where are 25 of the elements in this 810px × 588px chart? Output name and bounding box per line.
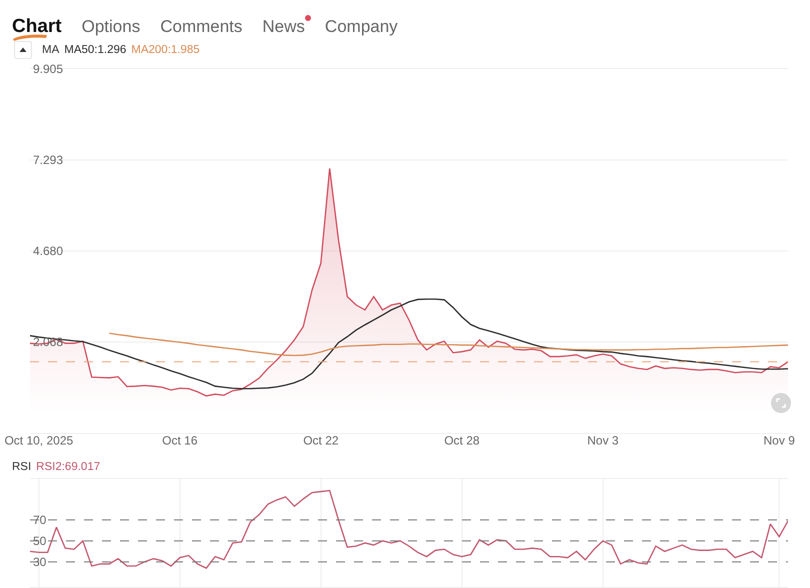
y-tick-label: 9.905 xyxy=(33,62,64,76)
x-tick-label: Oct 16 xyxy=(162,433,198,448)
x-tick-label: Oct 22 xyxy=(303,433,339,448)
text: Comments xyxy=(160,16,242,38)
legend-title: RSI xyxy=(12,461,32,473)
text: MA200:1.985 xyxy=(131,44,200,56)
line-series xyxy=(30,298,788,390)
y-tick-label: 50 xyxy=(33,534,47,548)
y-tick-label: 30 xyxy=(33,555,47,570)
text: RSI2:69.017 xyxy=(36,461,100,473)
y-tick-label: 4.680 xyxy=(33,244,64,258)
y-tick-label: 7.293 xyxy=(33,153,64,168)
text: News xyxy=(262,16,305,38)
text: MA50:1.296 xyxy=(64,44,126,56)
x-tick-label: Nov 3 xyxy=(587,433,619,448)
x-tick-label: Nov 9 xyxy=(764,433,796,448)
text: Chart xyxy=(12,16,62,38)
x-tick-label: Oct 28 xyxy=(444,433,480,448)
legend-title: MA xyxy=(42,44,60,56)
text: Options xyxy=(82,16,140,38)
x-tick-label: Oct 10, 2025 xyxy=(4,433,74,448)
line-series xyxy=(30,490,788,569)
line-series xyxy=(108,332,788,356)
y-tick-label: 70 xyxy=(33,513,47,528)
text: Company xyxy=(324,16,398,38)
